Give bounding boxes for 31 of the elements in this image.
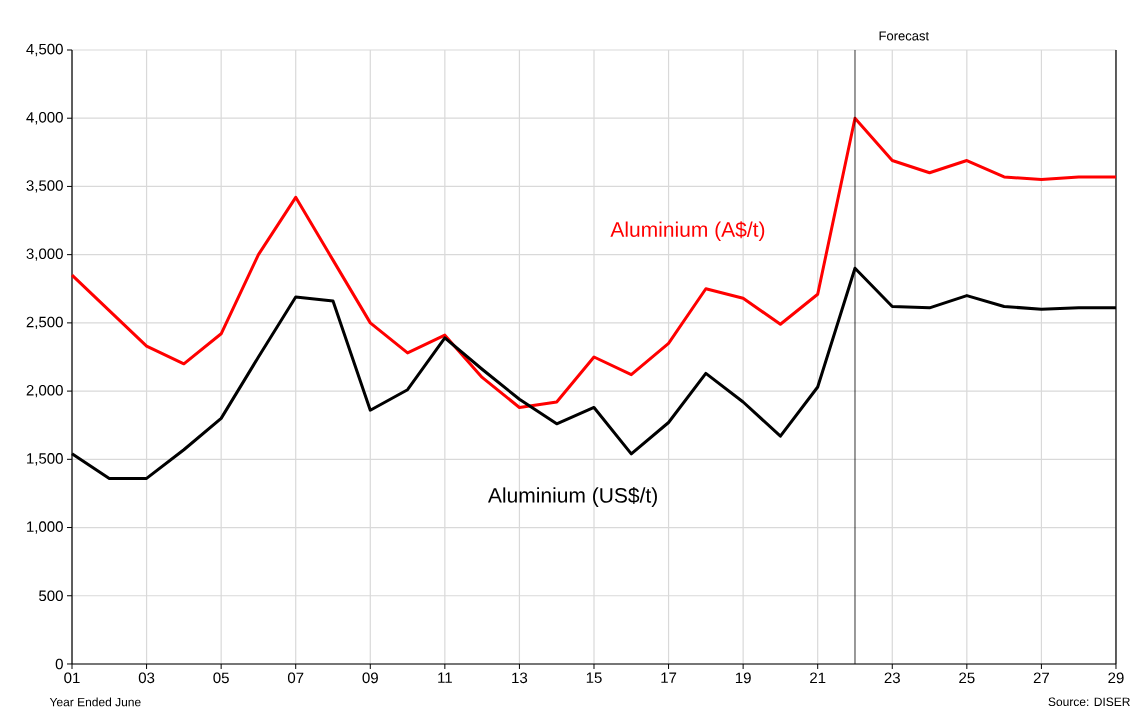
y-tick-label: 1,500 [27,453,63,466]
x-tick-label: 21 [810,672,826,683]
y-tick-label: 1,000 [27,521,63,534]
y-tick-label: 2,000 [26,384,63,398]
x-tick-label: 13 [512,672,528,684]
x-tick-label: 17 [661,672,677,683]
y-tick-label: 3,000 [26,248,63,261]
x-tick-label: 19 [735,672,751,684]
x-tick-label: 05 [213,672,229,684]
x-tick-label: 11 [438,672,452,683]
x-tick-label: 23 [884,672,900,684]
x-tick-label: 03 [138,672,155,684]
x-tick-label: 25 [959,672,975,684]
x-tick-label: 01 [64,672,80,684]
line-series [70,116,1118,409]
x-tick-label: 09 [362,672,378,684]
y-tick-label: 2,500 [26,316,63,330]
x-tick-label: 27 [1033,672,1049,683]
ref-line-label: Forecast [879,31,929,41]
x-tick-label: 15 [586,672,602,683]
text: Aluminium (A$/t) [610,221,765,242]
y-tick-label: 3,500 [26,180,63,193]
source-note: Source: DISER [1048,697,1130,707]
x-tick-label: 29 [1108,672,1124,684]
y-tick-label: 0 [55,658,63,670]
series-label: Aluminium (US$/t) [487,487,657,507]
y-tick-label: 4,000 [26,112,63,125]
x-tick-label: 07 [287,672,304,684]
x-axis-title: Year Ended June [49,697,141,707]
y-tick-label: 500 [39,590,63,602]
y-tick-label: 4,500 [26,43,63,57]
